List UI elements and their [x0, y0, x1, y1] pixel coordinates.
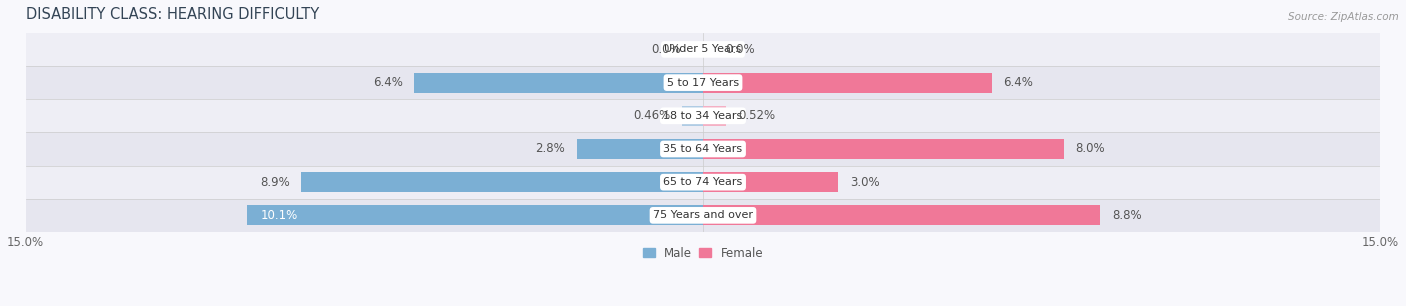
Text: 0.52%: 0.52% — [738, 109, 775, 122]
Text: 8.8%: 8.8% — [1112, 209, 1142, 222]
Text: Source: ZipAtlas.com: Source: ZipAtlas.com — [1288, 12, 1399, 22]
Bar — [703, 205, 1101, 225]
Legend: Male, Female: Male, Female — [641, 244, 765, 262]
Text: DISABILITY CLASS: HEARING DIFFICULTY: DISABILITY CLASS: HEARING DIFFICULTY — [25, 7, 319, 22]
Text: 3.0%: 3.0% — [849, 176, 879, 189]
Bar — [682, 106, 703, 126]
Text: 2.8%: 2.8% — [536, 143, 565, 155]
Text: 35 to 64 Years: 35 to 64 Years — [664, 144, 742, 154]
Bar — [703, 172, 838, 192]
Bar — [413, 73, 703, 93]
Text: 8.9%: 8.9% — [260, 176, 290, 189]
Bar — [703, 73, 993, 93]
Text: 8.0%: 8.0% — [1076, 143, 1105, 155]
Bar — [25, 132, 1381, 166]
Text: 0.46%: 0.46% — [634, 109, 671, 122]
Text: 0.0%: 0.0% — [725, 43, 755, 56]
Text: 10.1%: 10.1% — [260, 209, 298, 222]
Bar — [703, 106, 727, 126]
Bar — [703, 139, 1064, 159]
Bar — [301, 172, 703, 192]
Bar — [247, 205, 703, 225]
Text: 0.0%: 0.0% — [651, 43, 681, 56]
Text: 65 to 74 Years: 65 to 74 Years — [664, 177, 742, 187]
Text: 6.4%: 6.4% — [373, 76, 402, 89]
Bar — [25, 33, 1381, 66]
Text: 18 to 34 Years: 18 to 34 Years — [664, 111, 742, 121]
Bar — [25, 166, 1381, 199]
Text: Under 5 Years: Under 5 Years — [665, 44, 741, 54]
Bar — [25, 99, 1381, 132]
Text: 75 Years and over: 75 Years and over — [652, 210, 754, 220]
Text: 6.4%: 6.4% — [1004, 76, 1033, 89]
Bar — [25, 199, 1381, 232]
Bar — [576, 139, 703, 159]
Text: 5 to 17 Years: 5 to 17 Years — [666, 78, 740, 88]
Bar — [25, 66, 1381, 99]
